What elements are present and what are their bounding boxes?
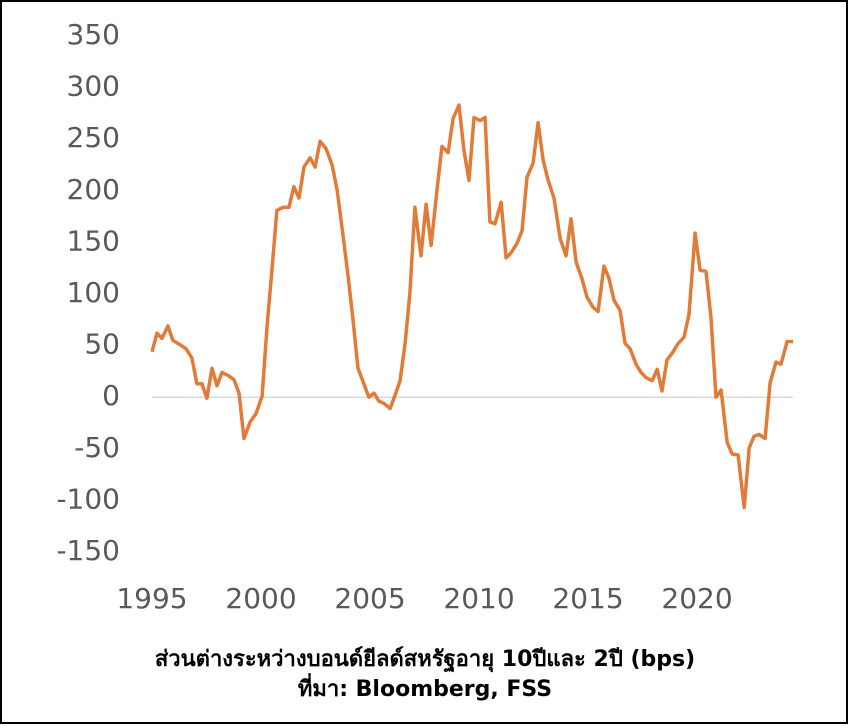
y-tick-label: -100 bbox=[56, 482, 120, 515]
x-tick-label: 2000 bbox=[225, 582, 296, 615]
y-tick-label: 50 bbox=[84, 328, 120, 361]
x-tick-label: 1995 bbox=[116, 582, 187, 615]
y-tick-label: 200 bbox=[67, 173, 120, 206]
y-tick-label: -150 bbox=[56, 534, 120, 567]
chart-title: ส่วนต่างระหว่างบอนด์ยีลด์สหรัฐอายุ 10ปีแ… bbox=[155, 646, 695, 673]
y-tick-label: 350 bbox=[67, 18, 120, 51]
data-line bbox=[150, 103, 793, 510]
y-tick-label: 100 bbox=[67, 276, 120, 309]
y-tick-label: -50 bbox=[74, 431, 120, 464]
x-tick-label: 2015 bbox=[552, 582, 623, 615]
y-tick-label: 300 bbox=[67, 70, 120, 103]
y-tick-label: 0 bbox=[102, 379, 120, 412]
x-tick-label: 2005 bbox=[334, 582, 405, 615]
chart-subtitle: ที่มา: Bloomberg, FSS bbox=[298, 672, 552, 702]
x-tick-label: 2020 bbox=[661, 582, 732, 615]
y-tick-label: 250 bbox=[67, 121, 120, 154]
x-tick-label: 2010 bbox=[443, 582, 514, 615]
y-tick-label: 150 bbox=[67, 224, 120, 257]
